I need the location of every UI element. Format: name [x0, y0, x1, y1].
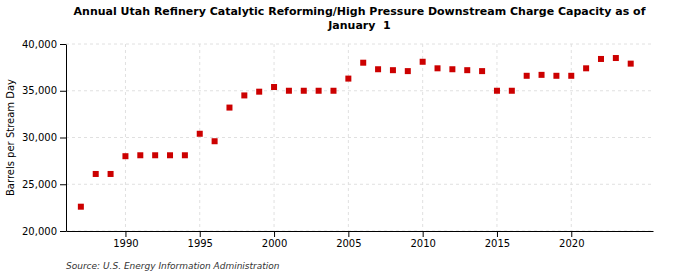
y-grid-line	[66, 90, 653, 91]
title: Annual Utah Refinery Catalytic Reforming…	[74, 5, 646, 32]
x-tick-label: 1995	[188, 238, 213, 249]
x-tick-mark	[423, 231, 424, 237]
y-grid-line	[66, 231, 653, 232]
y-tick: 40,000	[22, 39, 66, 50]
point	[167, 152, 173, 158]
point	[405, 68, 411, 74]
chart-svg: 1990 1995 2000 2005 2010 2015 2020 20,000 25,000…	[0, 0, 675, 275]
point	[464, 67, 470, 73]
point	[345, 76, 351, 82]
x-tick: 2005	[336, 231, 361, 249]
point	[78, 204, 84, 210]
x-tick-mark	[125, 231, 126, 237]
x-tick-mark	[348, 231, 349, 237]
x-tick-mark	[200, 231, 201, 237]
x-axis-line	[67, 231, 654, 232]
point	[286, 88, 292, 94]
point	[553, 73, 559, 79]
x-tick-label: 2010	[410, 238, 435, 249]
x-tick-label: 2020	[559, 238, 584, 249]
y-tick-mark	[60, 184, 66, 185]
x-tick-mark	[571, 231, 572, 237]
y-tick-label: 40,000	[22, 39, 57, 50]
point	[256, 89, 262, 95]
y-tick-label: 20,000	[22, 226, 57, 237]
point	[524, 73, 530, 79]
point	[375, 66, 381, 72]
point	[122, 153, 128, 159]
point	[360, 60, 366, 66]
x-tick: 1990	[113, 231, 138, 249]
point	[420, 59, 426, 65]
point	[583, 65, 589, 71]
y-tick-mark	[60, 231, 66, 232]
x-axis: 1990 1995 2000 2005 2010 2015 2020	[67, 231, 654, 249]
point	[241, 92, 247, 98]
chart-container: 1990 1995 2000 2005 2010 2015 2020 20,000 25,000…	[0, 0, 675, 275]
point	[449, 66, 455, 72]
point	[479, 68, 485, 74]
point	[628, 61, 634, 67]
x-grid-line	[571, 44, 572, 231]
y-tick: 20,000	[22, 226, 66, 237]
x-grid-line	[274, 44, 275, 231]
point	[137, 152, 143, 158]
x-grid-line	[125, 44, 126, 231]
x-tick-label: 2000	[262, 238, 287, 249]
point	[316, 88, 322, 94]
point	[494, 88, 500, 94]
point	[108, 171, 114, 177]
point	[330, 88, 336, 94]
point	[435, 65, 441, 71]
point	[509, 88, 515, 94]
y-grid-line	[66, 137, 653, 138]
x-tick: 1995	[188, 231, 213, 249]
x-tick-label: 2015	[485, 238, 510, 249]
grid	[66, 44, 653, 231]
y-axis-title: Barrels per Stream Day	[5, 79, 16, 196]
y-tick-label: 25,000	[22, 179, 57, 190]
point	[152, 152, 158, 158]
point	[613, 55, 619, 61]
point	[212, 138, 218, 144]
y-axis-line	[66, 45, 67, 232]
y-tick-label: 30,000	[22, 132, 57, 143]
plot-area: 1990 1995 2000 2005 2010 2015 2020 20,000 25,000…	[22, 39, 654, 249]
y-tick-label: 35,000	[22, 85, 57, 96]
source-note: Source: U.S. Energy Information Administ…	[66, 261, 280, 271]
point	[182, 152, 188, 158]
point	[568, 73, 574, 79]
y-tick-mark	[60, 138, 66, 139]
y-tick: 35,000	[22, 85, 66, 96]
point	[301, 88, 307, 94]
point	[539, 72, 545, 78]
y-axis: 20,000 25,000 30,000 35,000 40,000	[22, 39, 67, 237]
point	[598, 56, 604, 62]
points	[78, 55, 634, 210]
y-tick-mark	[60, 44, 66, 45]
x-grid-line	[496, 44, 497, 231]
x-tick: 2020	[559, 231, 584, 249]
x-tick-label: 1990	[113, 238, 138, 249]
y-tick: 25,000	[22, 179, 66, 190]
x-grid-line	[422, 44, 423, 231]
y-grid-line	[66, 44, 653, 45]
point	[390, 67, 396, 73]
x-tick-label: 2005	[336, 238, 361, 249]
point	[226, 105, 232, 111]
x-tick-mark	[274, 231, 275, 237]
point	[93, 171, 99, 177]
x-grid-line	[348, 44, 349, 231]
y-tick: 30,000	[22, 132, 66, 143]
point	[271, 84, 277, 90]
y-tick-mark	[60, 91, 66, 92]
x-tick-mark	[497, 231, 498, 237]
x-tick: 2000	[262, 231, 287, 249]
point	[197, 131, 203, 137]
y-grid-line	[66, 184, 653, 185]
x-tick: 2010	[410, 231, 435, 249]
x-grid-line	[199, 44, 200, 231]
x-tick: 2015	[485, 231, 510, 249]
